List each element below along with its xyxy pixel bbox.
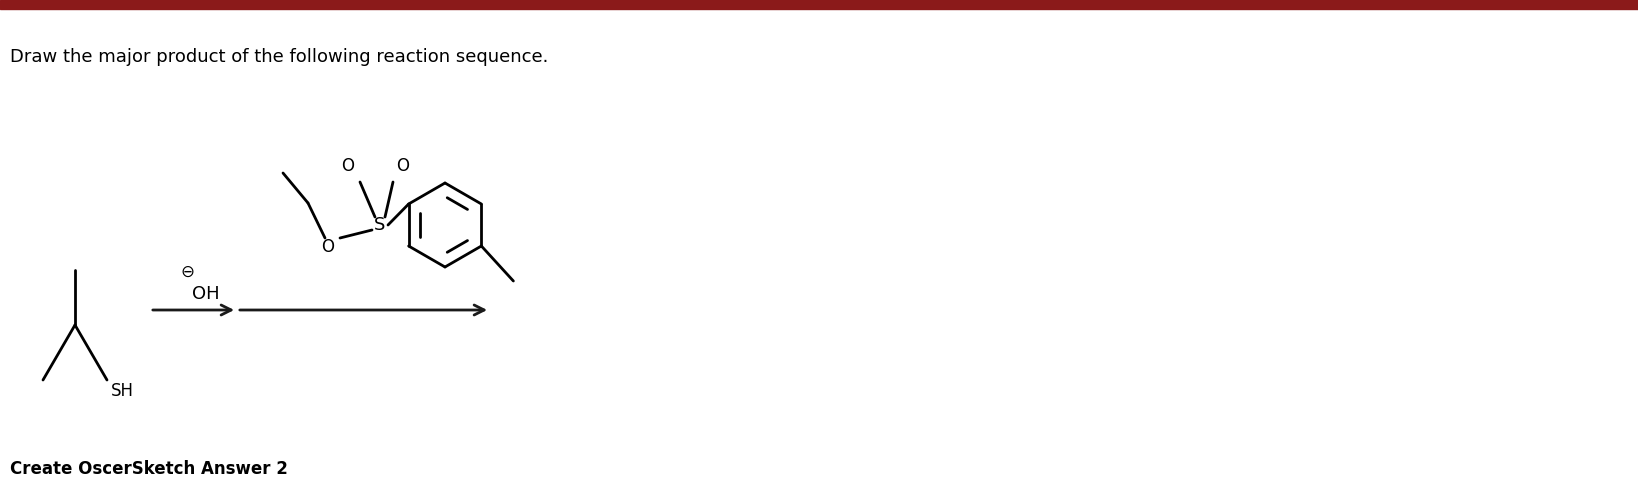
Text: OH: OH — [192, 285, 219, 303]
Text: O: O — [341, 157, 354, 175]
Text: O: O — [321, 238, 334, 256]
Text: ⊖: ⊖ — [180, 263, 193, 281]
Text: S: S — [375, 216, 385, 234]
Text: SH: SH — [111, 382, 134, 400]
Text: O: O — [396, 157, 410, 175]
Text: Draw the major product of the following reaction sequence.: Draw the major product of the following … — [10, 48, 549, 66]
Text: Create OscerSketch Answer 2: Create OscerSketch Answer 2 — [10, 460, 288, 478]
